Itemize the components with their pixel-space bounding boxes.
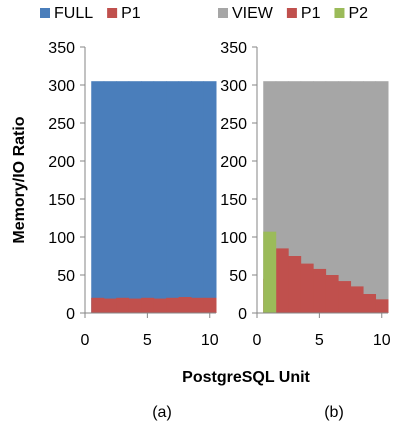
series-p2-mark (263, 231, 277, 313)
series-full-mark (191, 81, 205, 313)
legend-b: VIEW P1 P2 (218, 5, 368, 22)
legend-label-p1: P1 (121, 5, 141, 22)
y-tick-label: 150 (48, 192, 75, 209)
series-full-mark (116, 81, 130, 313)
series-full-mark (128, 81, 142, 313)
series-p1-mark (338, 281, 352, 313)
y-tick-label: 350 (48, 40, 75, 57)
x-tick-label: 10 (201, 332, 219, 349)
y-tick-label: 0 (238, 306, 247, 323)
legend-swatch-full (40, 8, 50, 18)
series-view-mark (325, 81, 339, 313)
series-p1-mark (103, 298, 117, 313)
series-p1-mark (325, 275, 339, 313)
x-tick-label: 0 (81, 332, 90, 349)
y-tick-label: 250 (48, 116, 75, 133)
y-axis-title: Memory/IO Ratio (11, 116, 28, 243)
series-view-mark (363, 81, 377, 313)
series-full-mark (166, 81, 180, 313)
y-tick-label: 300 (220, 78, 247, 95)
axes-a: 0 50 100 150 200 250 300 350 0 5 10 (48, 40, 218, 349)
series-view-mark (288, 81, 302, 313)
y-tick-label: 100 (220, 230, 247, 247)
y-tick-label: 50 (57, 268, 75, 285)
plot-area-b (263, 81, 389, 313)
y-tick-label: 0 (66, 306, 75, 323)
series-p1-mark (166, 297, 180, 313)
series-view-mark (300, 81, 314, 313)
plot-area-a (91, 81, 217, 313)
y-tick-label: 200 (48, 154, 75, 171)
series-p1-mark (275, 248, 289, 313)
panel-label-b: (b) (324, 404, 344, 421)
y-tick-label: 250 (220, 116, 247, 133)
y-tick-label: 350 (220, 40, 247, 57)
series-p1-mark (91, 297, 105, 313)
series-view-mark (350, 81, 364, 313)
panel-a: FULL P1 0 50 100 150 200 250 300 350 0 5 10 (a) (40, 5, 219, 421)
legend-a: FULL P1 (40, 5, 141, 22)
legend-swatch-p2 (334, 8, 345, 18)
series-full-mark (103, 81, 117, 313)
legend-label-p2: P2 (348, 5, 368, 22)
series-p1-mark (141, 297, 155, 313)
series-view-mark (313, 81, 327, 313)
panel-label-a: (a) (152, 404, 172, 421)
x-axis-title: PostgreSQL Unit (182, 369, 310, 386)
series-view-mark (375, 81, 389, 313)
legend-label-full: FULL (54, 5, 93, 22)
series-p1-mark (363, 294, 377, 313)
series-full-mark (203, 81, 217, 313)
y-tick-label: 200 (220, 154, 247, 171)
y-tick-label: 50 (229, 268, 247, 285)
series-full-mark (141, 81, 155, 313)
axes-b: 0 50 100 150 200 250 300 350 0 5 10 (220, 40, 390, 349)
series-p1-mark (191, 297, 205, 313)
legend-swatch-p1 (286, 8, 297, 18)
series-p1-mark (116, 297, 130, 313)
legend-swatch-p1 (107, 8, 118, 18)
x-tick-label: 5 (143, 332, 152, 349)
series-p1-mark (153, 298, 167, 313)
series-p1-mark (288, 256, 302, 313)
series-p1-mark (178, 297, 192, 313)
series-p1-mark (128, 298, 142, 313)
series-full-mark (153, 81, 167, 313)
legend-swatch-view (218, 8, 228, 18)
x-tick-label: 0 (253, 332, 262, 349)
series-p1-mark (203, 297, 217, 313)
series-view-mark (338, 81, 352, 313)
legend-label-p1: P1 (301, 5, 321, 22)
series-p1-mark (350, 286, 364, 313)
series-full-mark (91, 81, 105, 313)
x-tick-label: 10 (373, 332, 391, 349)
panel-b: VIEW P1 P2 0 50 100 150 200 250 300 350 0 5 10 (b) (218, 5, 391, 421)
series-full-mark (178, 81, 192, 313)
series-p1-mark (375, 299, 389, 313)
y-tick-label: 150 (220, 192, 247, 209)
y-tick-label: 100 (48, 230, 75, 247)
y-tick-label: 300 (48, 78, 75, 95)
series-p1-mark (313, 268, 327, 313)
x-tick-label: 5 (315, 332, 324, 349)
legend-label-view: VIEW (232, 5, 274, 22)
series-p1-mark (300, 263, 314, 313)
